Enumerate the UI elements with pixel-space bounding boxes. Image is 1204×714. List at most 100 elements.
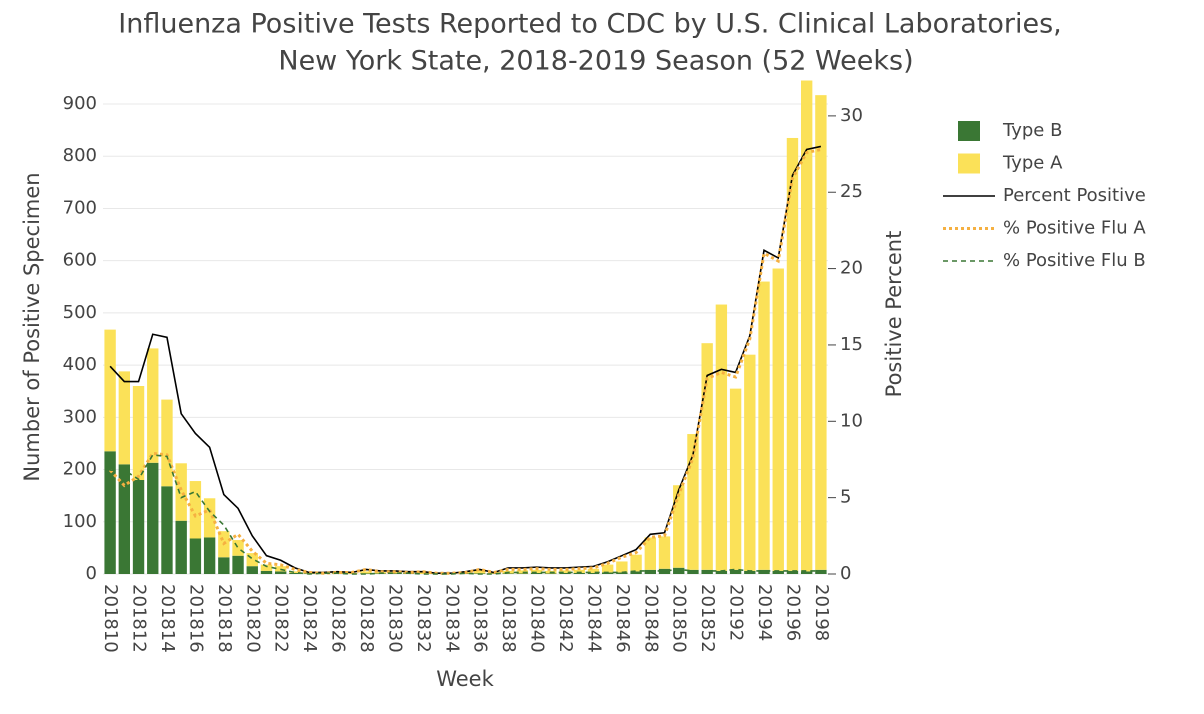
- bar: [630, 554, 642, 572]
- bar: [161, 399, 173, 487]
- bar: [800, 80, 813, 572]
- bar: [587, 568, 600, 573]
- bar: [530, 569, 543, 573]
- x-tick-label: 201826: [328, 584, 349, 653]
- bar: [573, 572, 585, 574]
- bar: [545, 573, 557, 574]
- bar: [132, 386, 145, 481]
- y2-tick-label: 25: [840, 181, 863, 202]
- x-tick-label: 201842: [555, 584, 576, 653]
- bar: [260, 564, 273, 571]
- x-tick-label: 201822: [271, 584, 292, 653]
- y-tick-label: 700: [63, 197, 97, 218]
- chart-title: New York State, 2018-2019 Season (52 Wee…: [278, 46, 913, 77]
- bar: [246, 566, 258, 574]
- legend-swatch: [958, 153, 980, 174]
- bar: [729, 569, 742, 574]
- bar: [132, 480, 145, 574]
- bar: [388, 573, 401, 574]
- x-tick-label: 201844: [583, 584, 604, 653]
- bar: [658, 568, 671, 574]
- bar: [744, 570, 756, 574]
- bar: [772, 268, 784, 571]
- bar: [815, 569, 827, 574]
- bar: [189, 538, 202, 574]
- y-tick-label: 0: [86, 563, 97, 584]
- bar: [715, 304, 728, 571]
- legend-label: Percent Positive: [1003, 185, 1146, 206]
- bar: [516, 573, 529, 574]
- bar: [800, 571, 813, 574]
- bar: [701, 569, 713, 574]
- x-tick-label: 201838: [498, 584, 519, 653]
- y2-tick-label: 20: [840, 258, 863, 279]
- x-tick-label: 201818: [214, 584, 235, 653]
- x-tick-label: 201814: [157, 584, 178, 653]
- bar: [289, 571, 301, 573]
- x-tick-label: 201816: [185, 584, 206, 653]
- bar: [687, 569, 699, 574]
- bar: [644, 537, 656, 570]
- x-tick-label: 201848: [640, 584, 661, 653]
- bar: [502, 573, 514, 574]
- y2-tick-label: 0: [840, 563, 851, 584]
- bar: [786, 570, 799, 574]
- bar: [758, 281, 770, 570]
- bar: [118, 371, 131, 465]
- line: [109, 148, 822, 575]
- bar: [630, 571, 642, 574]
- y-tick-label: 500: [63, 302, 97, 323]
- legend-label: Type B: [1002, 120, 1062, 141]
- bar: [474, 569, 486, 574]
- bar: [218, 557, 230, 574]
- bar: [360, 573, 372, 574]
- bar: [232, 540, 244, 556]
- y-tick-label: 200: [63, 459, 97, 480]
- bar: [673, 567, 685, 574]
- x-tick-label: 201840: [527, 584, 548, 653]
- bar: [118, 464, 131, 574]
- bar: [189, 481, 202, 539]
- line: [109, 145, 822, 575]
- x-axis-label: Week: [436, 667, 494, 691]
- bar: [616, 561, 628, 573]
- bar: [786, 137, 799, 571]
- y-tick-label: 400: [63, 354, 97, 375]
- y2-tick-label: 10: [840, 410, 863, 431]
- bar: [772, 570, 784, 574]
- bar: [147, 348, 159, 463]
- bar: [729, 388, 742, 570]
- x-tick-label: 20198: [811, 584, 832, 641]
- y2-tick-label: 15: [840, 334, 863, 355]
- x-tick-label: 20194: [754, 584, 775, 641]
- bar: [104, 329, 116, 452]
- bar: [658, 536, 671, 569]
- y-tick-label: 900: [63, 93, 97, 114]
- bar: [744, 354, 756, 571]
- bar: [203, 498, 216, 538]
- y2-tick-label: 30: [840, 105, 863, 126]
- legend-label: % Positive Flu A: [1003, 218, 1146, 239]
- legend-swatch: [958, 121, 980, 141]
- y2-axis-label: Positive Percent: [882, 231, 906, 398]
- y-tick-label: 600: [63, 250, 97, 271]
- bar: [516, 570, 529, 574]
- x-tick-label: 201824: [299, 584, 320, 653]
- bar: [601, 564, 614, 573]
- bar: [815, 95, 827, 570]
- y-tick-label: 800: [63, 145, 97, 166]
- bar: [175, 463, 187, 521]
- bar: [673, 485, 685, 568]
- x-tick-label: 201836: [470, 584, 491, 653]
- x-tick-label: 201830: [384, 584, 405, 653]
- x-tick-label: 201846: [612, 584, 633, 653]
- x-tick-label: 201810: [100, 584, 121, 653]
- bar: [246, 553, 258, 567]
- bar: [203, 537, 216, 574]
- bar: [360, 571, 372, 574]
- bar: [147, 462, 159, 574]
- y-tick-label: 100: [63, 511, 97, 532]
- bar: [161, 486, 173, 574]
- bar: [260, 570, 273, 574]
